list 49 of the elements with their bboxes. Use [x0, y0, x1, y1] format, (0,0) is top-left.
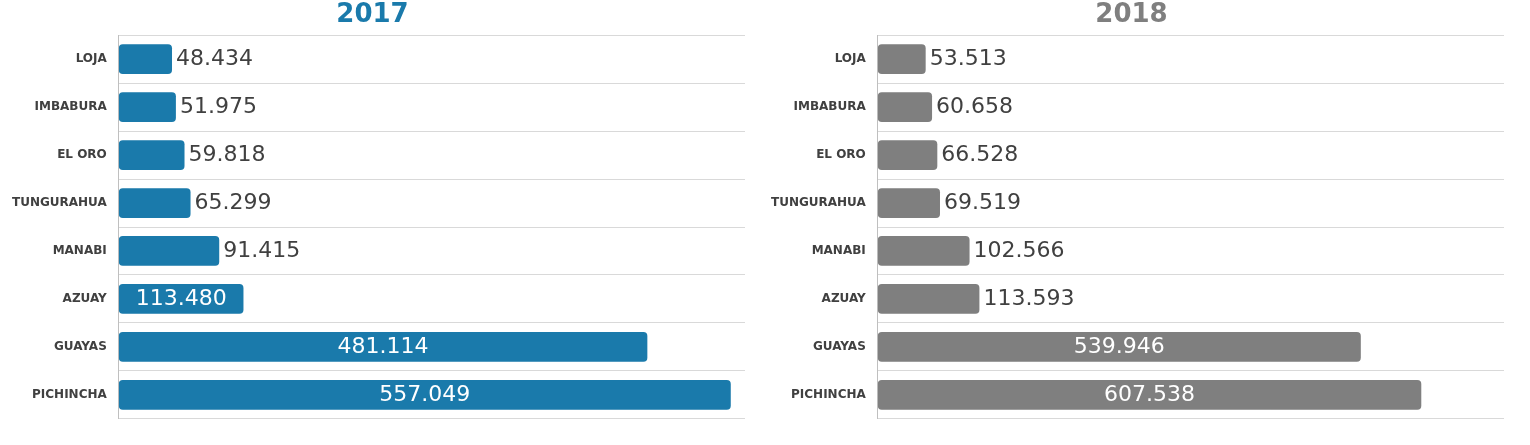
data-label: 65.299: [194, 188, 272, 214]
bar: [118, 236, 220, 266]
bar: [118, 44, 173, 75]
y-tick-label: TUNGURAHUA: [770, 195, 867, 210]
bar: [877, 236, 970, 266]
data-label: 48.434: [176, 44, 253, 70]
y-tick-label: EL ORO: [816, 147, 866, 162]
y-tick-label: AZUAY: [62, 291, 108, 306]
bar: [877, 92, 933, 122]
bar: [877, 379, 1422, 410]
y-tick-label: GUAYAS: [53, 339, 107, 353]
y-tick-label: MANABI: [811, 243, 866, 258]
y-tick-label: EL ORO: [57, 147, 107, 162]
data-label: 481.114: [337, 332, 429, 358]
data-label: 53.513: [929, 44, 1007, 70]
data-label: 539.946: [1073, 332, 1165, 358]
data-label: 69.519: [943, 188, 1021, 214]
bar: [877, 140, 938, 170]
y-tick-label: TUNGURAHUA: [11, 195, 108, 210]
bar: [118, 332, 648, 362]
data-label: 91.415: [223, 236, 301, 262]
bar: [877, 188, 940, 218]
data-label: 102.566: [973, 236, 1065, 262]
y-tick-label: PICHINCHA: [791, 386, 867, 401]
bar: [877, 332, 1361, 362]
bar: [877, 44, 926, 75]
y-tick-label: PICHINCHA: [32, 386, 108, 401]
data-label: 60.658: [936, 92, 1014, 118]
data-label: 66.528: [941, 140, 1019, 166]
chart-title: 2017: [336, 0, 409, 29]
y-tick-label: LOJA: [75, 51, 108, 66]
y-tick-label: IMBABURA: [34, 99, 108, 114]
y-tick-label: MANABI: [52, 243, 107, 258]
data-label: 59.818: [188, 140, 266, 166]
bar: [118, 140, 185, 170]
data-label: 113.593: [983, 284, 1075, 310]
data-label: 51.975: [179, 92, 257, 118]
data-label: 607.538: [1104, 380, 1196, 406]
data-label: 557.049: [379, 380, 471, 406]
bar: [877, 284, 980, 314]
data-label: 113.480: [135, 284, 227, 310]
y-tick-label: AZUAY: [821, 291, 867, 306]
chart-title: 2018: [1095, 0, 1168, 29]
bar: [118, 92, 176, 122]
bar: [118, 379, 731, 410]
y-tick-label: IMBABURA: [793, 99, 867, 114]
y-tick-label: GUAYAS: [812, 339, 866, 353]
y-tick-label: LOJA: [834, 51, 867, 66]
bar: [118, 188, 191, 218]
